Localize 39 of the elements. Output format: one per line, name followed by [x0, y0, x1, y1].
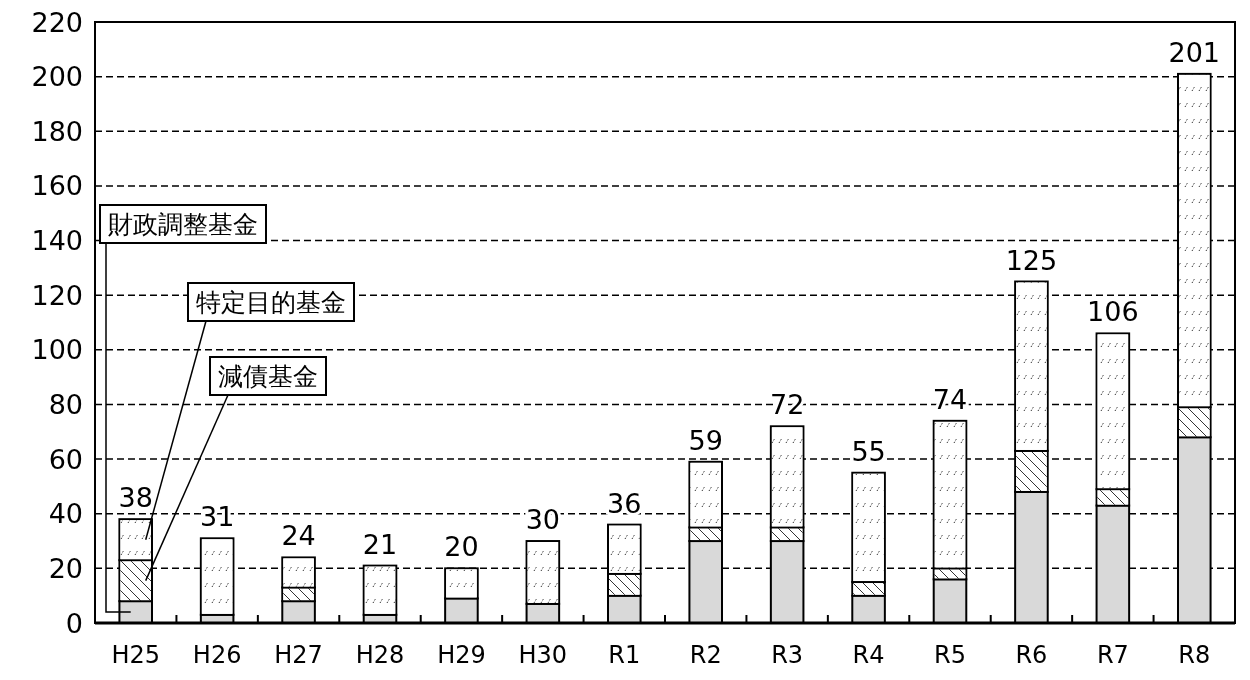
- x-tick-label: R6: [1015, 641, 1048, 669]
- y-tick-label: 120: [31, 279, 83, 311]
- y-tick-label: 40: [48, 498, 83, 530]
- y-tick-label: 180: [31, 115, 83, 147]
- total-label: 20: [444, 531, 479, 563]
- x-tick-label: H26: [192, 641, 242, 669]
- x-tick-label: H27: [274, 641, 323, 669]
- x-tick-label: H29: [437, 641, 486, 669]
- total-label: 201: [1168, 36, 1221, 68]
- y-tick-label: 220: [31, 6, 83, 38]
- total-label: 59: [688, 424, 723, 456]
- y-tick-label: 80: [48, 388, 83, 420]
- text: 財政調整基金: [108, 209, 258, 239]
- x-tick-label: H28: [355, 641, 405, 669]
- y-tick-label: 160: [31, 170, 83, 202]
- y-tick-label: 200: [31, 61, 83, 93]
- total-label: 106: [1087, 296, 1139, 328]
- y-tick-label: 100: [31, 334, 83, 366]
- total-label: 30: [525, 504, 561, 536]
- x-tick-label: R2: [689, 641, 722, 669]
- total-label: 36: [607, 487, 642, 519]
- text: 特定目的基金: [196, 287, 346, 317]
- x-tick-label: H25: [111, 641, 161, 669]
- text: 減債基金: [218, 361, 318, 391]
- x-tick-label: R3: [771, 641, 804, 669]
- x-tick-label: R5: [934, 641, 966, 669]
- x-tick-label: H30: [518, 641, 568, 669]
- y-tick-label: 60: [48, 443, 83, 475]
- y-tick-label: 0: [65, 607, 83, 639]
- total-label: 125: [1005, 244, 1058, 276]
- x-tick-label: R8: [1178, 641, 1211, 669]
- x-tick-label: R1: [608, 641, 641, 669]
- total-label: 24: [281, 520, 316, 552]
- x-tick-label: R4: [852, 641, 885, 669]
- total-label: 21: [362, 528, 398, 560]
- y-tick-label: 20: [48, 552, 83, 584]
- y-tick-label: 140: [31, 225, 83, 257]
- total-label: 38: [118, 482, 153, 514]
- x-tick-label: R7: [1096, 641, 1129, 669]
